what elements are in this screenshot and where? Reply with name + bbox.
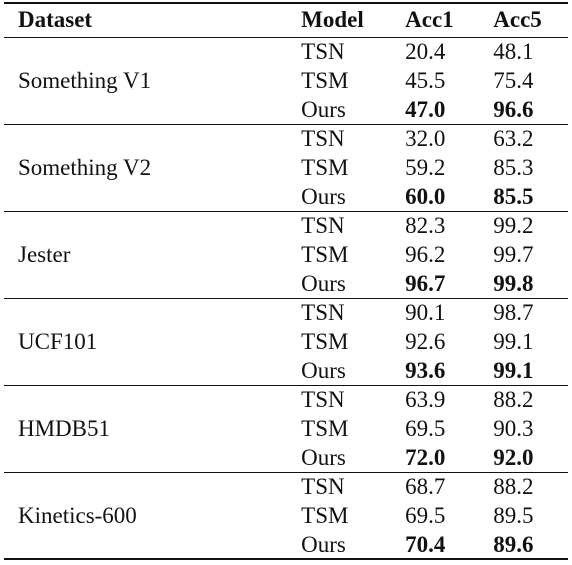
acc5-cell: 85.3 — [493, 155, 534, 180]
table-row: Ours 93.6 99.1 — [4, 356, 568, 385]
acc5-cell: 99.1 — [493, 329, 534, 354]
table-row: Something V1 TSN 20.4 48.1 — [4, 37, 568, 92]
dataset-cell: Something V2 — [18, 155, 152, 180]
acc1-cell: 20.4 — [405, 39, 446, 65]
acc5-cell: 89.6 — [493, 531, 534, 557]
acc5-cell: 96.6 — [493, 96, 534, 122]
acc5-cell: 99.2 — [493, 213, 534, 239]
table-row: Jester TSN 82.3 99.2 — [4, 211, 568, 266]
acc1-cell: 70.4 — [405, 531, 446, 557]
acc1-cell: 68.7 — [405, 474, 446, 500]
model-cell: TSN — [301, 474, 345, 500]
acc1-cell: 60.0 — [405, 183, 446, 209]
acc1-cell: 82.3 — [405, 213, 446, 239]
acc5-cell: 99.8 — [493, 270, 534, 296]
table-row: UCF101 TSN 90.1 98.7 — [4, 298, 568, 353]
dataset-cell: Something V1 — [18, 68, 152, 93]
model-cell: TSN — [301, 300, 345, 326]
acc1-cell: 32.0 — [405, 126, 446, 152]
acc1-cell: 59.2 — [405, 155, 446, 180]
model-cell: TSN — [301, 39, 345, 65]
acc5-cell: 89.5 — [493, 503, 534, 528]
acc1-cell: 96.7 — [405, 270, 446, 296]
table-row: Ours 60.0 85.5 — [4, 182, 568, 211]
model-cell: TSM — [301, 416, 349, 441]
model-cell: TSM — [301, 155, 349, 180]
acc1-cell: 63.9 — [405, 387, 446, 413]
model-cell: TSM — [301, 242, 349, 267]
model-cell: Ours — [301, 357, 346, 383]
table-row: TSM 45.5 75.4 — [4, 66, 568, 95]
acc1-cell: 90.1 — [405, 300, 446, 326]
table-row: Something V2 TSN 32.0 63.2 — [4, 124, 568, 179]
table-row: Ours 96.7 99.8 — [4, 269, 568, 298]
acc1-cell: 93.6 — [405, 357, 446, 383]
table-header: Dataset Model Acc1 Acc5 — [4, 3, 568, 37]
table-row: Ours 72.0 92.0 — [4, 443, 568, 472]
table-row: HMDB51 TSN 63.9 88.2 — [4, 385, 568, 440]
model-cell: Ours — [301, 444, 346, 470]
table-row: Ours 47.0 96.6 — [4, 95, 568, 124]
model-cell: Ours — [301, 270, 346, 296]
acc5-cell: 98.7 — [493, 300, 534, 326]
acc1-cell: 69.5 — [405, 503, 446, 528]
acc5-cell: 88.2 — [493, 474, 534, 500]
header-acc1: Acc1 — [405, 7, 454, 33]
table-body: Something V1 TSN 20.4 48.1 TSM 45.5 75.4 Ours 47… — [4, 37, 568, 559]
table-row: Ours 70.4 89.6 — [4, 530, 568, 559]
header-row: Dataset Model Acc1 Acc5 — [4, 3, 568, 37]
dataset-cell: Jester — [18, 242, 71, 267]
table-row: TSM 59.2 85.3 — [4, 153, 568, 182]
acc1-cell: 47.0 — [405, 96, 446, 122]
acc1-cell: 92.6 — [405, 329, 446, 354]
acc5-cell: 63.2 — [493, 126, 534, 152]
table-row: TSM 69.5 89.5 — [4, 501, 568, 530]
model-cell: Ours — [301, 96, 346, 122]
model-cell: TSN — [301, 213, 345, 239]
dataset-cell: Kinetics-600 — [18, 502, 137, 528]
acc5-cell: 85.5 — [493, 183, 534, 209]
acc5-cell: 90.3 — [493, 416, 534, 441]
table-row: TSM 69.5 90.3 — [4, 414, 568, 443]
acc5-cell: 99.7 — [493, 242, 534, 267]
acc1-cell: 69.5 — [405, 416, 446, 441]
acc5-cell: 75.4 — [493, 68, 534, 93]
table-row: TSM 92.6 99.1 — [4, 327, 568, 356]
header-acc5: Acc5 — [493, 7, 542, 33]
acc5-cell: 88.2 — [493, 387, 534, 413]
acc5-cell: 48.1 — [493, 39, 534, 65]
model-cell: Ours — [301, 183, 346, 209]
acc5-cell: 92.0 — [493, 444, 534, 470]
model-cell: TSN — [301, 387, 345, 413]
model-cell: TSM — [301, 503, 349, 528]
table-row: TSM 96.2 99.7 — [4, 240, 568, 269]
model-cell: TSM — [301, 68, 349, 93]
acc1-cell: 72.0 — [405, 444, 446, 470]
acc1-cell: 96.2 — [405, 242, 446, 267]
acc1-cell: 45.5 — [405, 68, 446, 93]
table-row: Kinetics-600 TSN 68.7 88.2 — [4, 472, 568, 527]
model-cell: TSN — [301, 126, 345, 152]
header-model: Model — [301, 7, 364, 33]
results-table: Dataset Model Acc1 Acc5 Something V1 TSN 2… — [4, 2, 568, 560]
model-cell: TSM — [301, 329, 349, 354]
dataset-cell: UCF101 — [18, 329, 98, 354]
header-dataset: Dataset — [18, 7, 93, 33]
model-cell: Ours — [301, 531, 346, 557]
dataset-cell: HMDB51 — [18, 416, 111, 441]
acc5-cell: 99.1 — [493, 357, 534, 383]
